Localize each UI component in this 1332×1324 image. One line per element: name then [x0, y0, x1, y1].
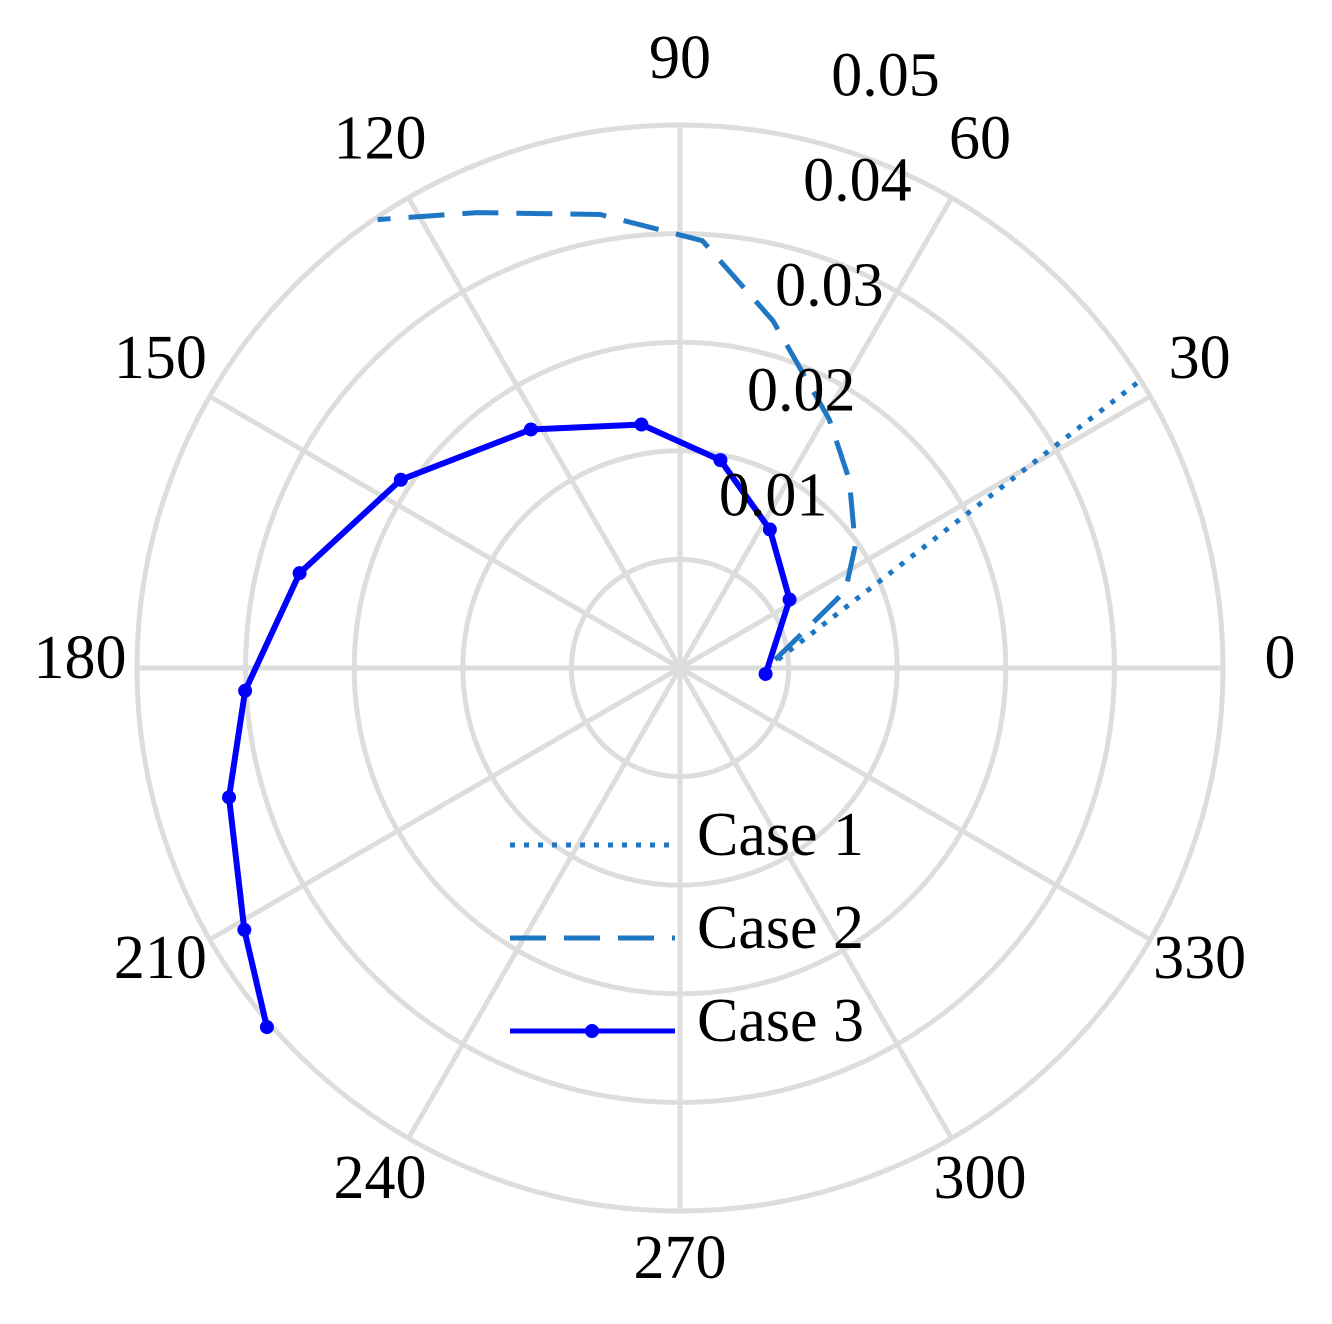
theta-grid-line: [677, 196, 954, 670]
theta-tick-label: 30: [1169, 324, 1231, 392]
theta-tick-label: 270: [634, 1224, 727, 1292]
series-marker: [238, 683, 253, 698]
series-marker: [713, 453, 728, 468]
theta-tick-label: 240: [334, 1144, 427, 1212]
theta-tick-label: 150: [114, 324, 207, 392]
theta-tick-label: 90: [649, 24, 711, 92]
series-line: [377, 210, 858, 662]
series-marker: [782, 592, 797, 607]
legend-label: Case 1: [697, 801, 864, 869]
series-marker: [634, 417, 649, 432]
r-grid-circle: [460, 448, 900, 888]
theta-grid-line: [208, 394, 682, 671]
r-tick-label: 0.01: [719, 461, 828, 529]
theta-tick-label: 330: [1153, 924, 1246, 992]
theta-grid-line: [677, 666, 954, 1140]
theta-tick-label: 0: [1265, 624, 1296, 692]
theta-grid-line: [208, 665, 682, 942]
theta-tick-label: 120: [334, 105, 427, 173]
theta-tick-label: 210: [114, 924, 207, 992]
theta-grid-line: [678, 394, 1152, 671]
theta-grid-line: [406, 666, 683, 1140]
series-marker: [237, 922, 252, 937]
legend-label: Case 2: [697, 894, 864, 962]
theta-grid-line: [678, 665, 1152, 942]
series-marker: [292, 566, 307, 581]
series-marker: [758, 666, 773, 681]
r-tick-label: 0.04: [803, 147, 912, 215]
theta-tick-label: 300: [934, 1144, 1027, 1212]
series-line: [765, 378, 1143, 670]
r-grid-circle: [351, 339, 1009, 997]
theta-tick-label: 180: [34, 624, 127, 692]
series-marker: [259, 1020, 274, 1035]
legend-marker: [585, 1024, 599, 1038]
series-marker: [393, 472, 408, 487]
r-tick-label: 0.05: [831, 42, 940, 110]
series-marker: [222, 790, 237, 805]
r-grid-circle: [134, 122, 1226, 1214]
theta-grid-line: [406, 196, 683, 670]
series-marker: [762, 522, 777, 537]
series-marker: [523, 422, 538, 437]
r-grid-circle: [568, 556, 792, 780]
series-line: [225, 421, 793, 1028]
r-tick-label: 0.03: [775, 252, 884, 320]
r-tick-label: 0.02: [747, 356, 856, 424]
theta-tick-label: 60: [949, 105, 1011, 173]
legend-label: Case 3: [697, 987, 864, 1055]
